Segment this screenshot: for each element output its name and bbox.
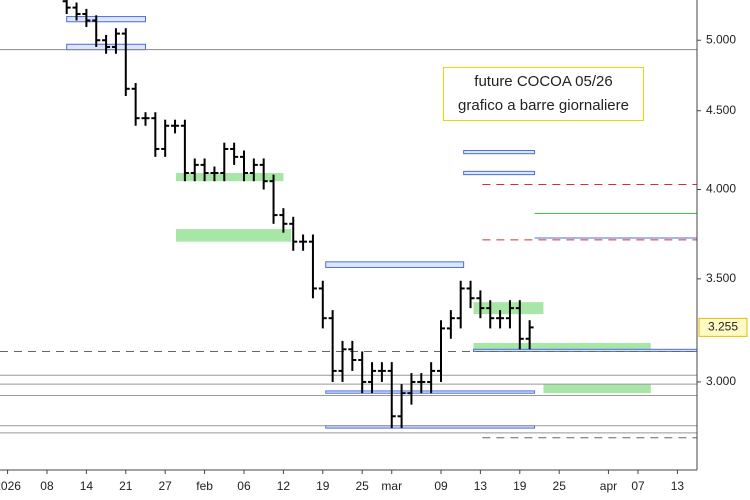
zone (543, 384, 651, 394)
x-tick-label: 13 (671, 479, 685, 493)
y-tick-label: 5.000 (706, 32, 736, 46)
x-tick-label: feb (196, 479, 213, 493)
zone (176, 229, 292, 242)
last-price-box (698, 317, 748, 337)
x-tick-label: 14 (80, 479, 94, 493)
zone (66, 16, 146, 23)
x-tick-label: 12 (277, 479, 291, 493)
x-tick-label: 13 (474, 479, 488, 493)
y-tick-label: 4.500 (706, 103, 736, 117)
chart-subtitle: grafico a barre giornaliere (458, 97, 629, 114)
x-tick-label: 2026 (0, 479, 21, 493)
last-price-label: 3.255 (708, 320, 738, 334)
x-tick-label: 19 (513, 479, 527, 493)
zone (463, 150, 536, 155)
x-tick-label: 25 (356, 479, 370, 493)
chart-note: future COCOA 05/26 grafico a barre giorn… (443, 67, 644, 121)
y-tick-label: 4.000 (706, 182, 736, 196)
x-tick-label: 19 (316, 479, 330, 493)
x-tick-label: 07 (631, 479, 645, 493)
chart-title: future COCOA 05/26 (474, 73, 613, 90)
x-tick-label: apr (600, 479, 617, 493)
y-tick-label: 3.000 (706, 374, 736, 388)
zone (463, 170, 536, 176)
x-tick-label: 06 (237, 479, 251, 493)
x-tick-label: mar (381, 479, 402, 493)
zone (325, 261, 465, 268)
zone (473, 302, 544, 315)
zone (176, 172, 284, 182)
y-tick-label: 3.500 (706, 271, 736, 285)
x-tick-label: 09 (434, 479, 448, 493)
zone (473, 342, 651, 350)
x-tick-label: 08 (40, 479, 54, 493)
x-tick-label: 25 (553, 479, 567, 493)
x-tick-label: 27 (159, 479, 173, 493)
x-tick-label: 21 (119, 479, 133, 493)
